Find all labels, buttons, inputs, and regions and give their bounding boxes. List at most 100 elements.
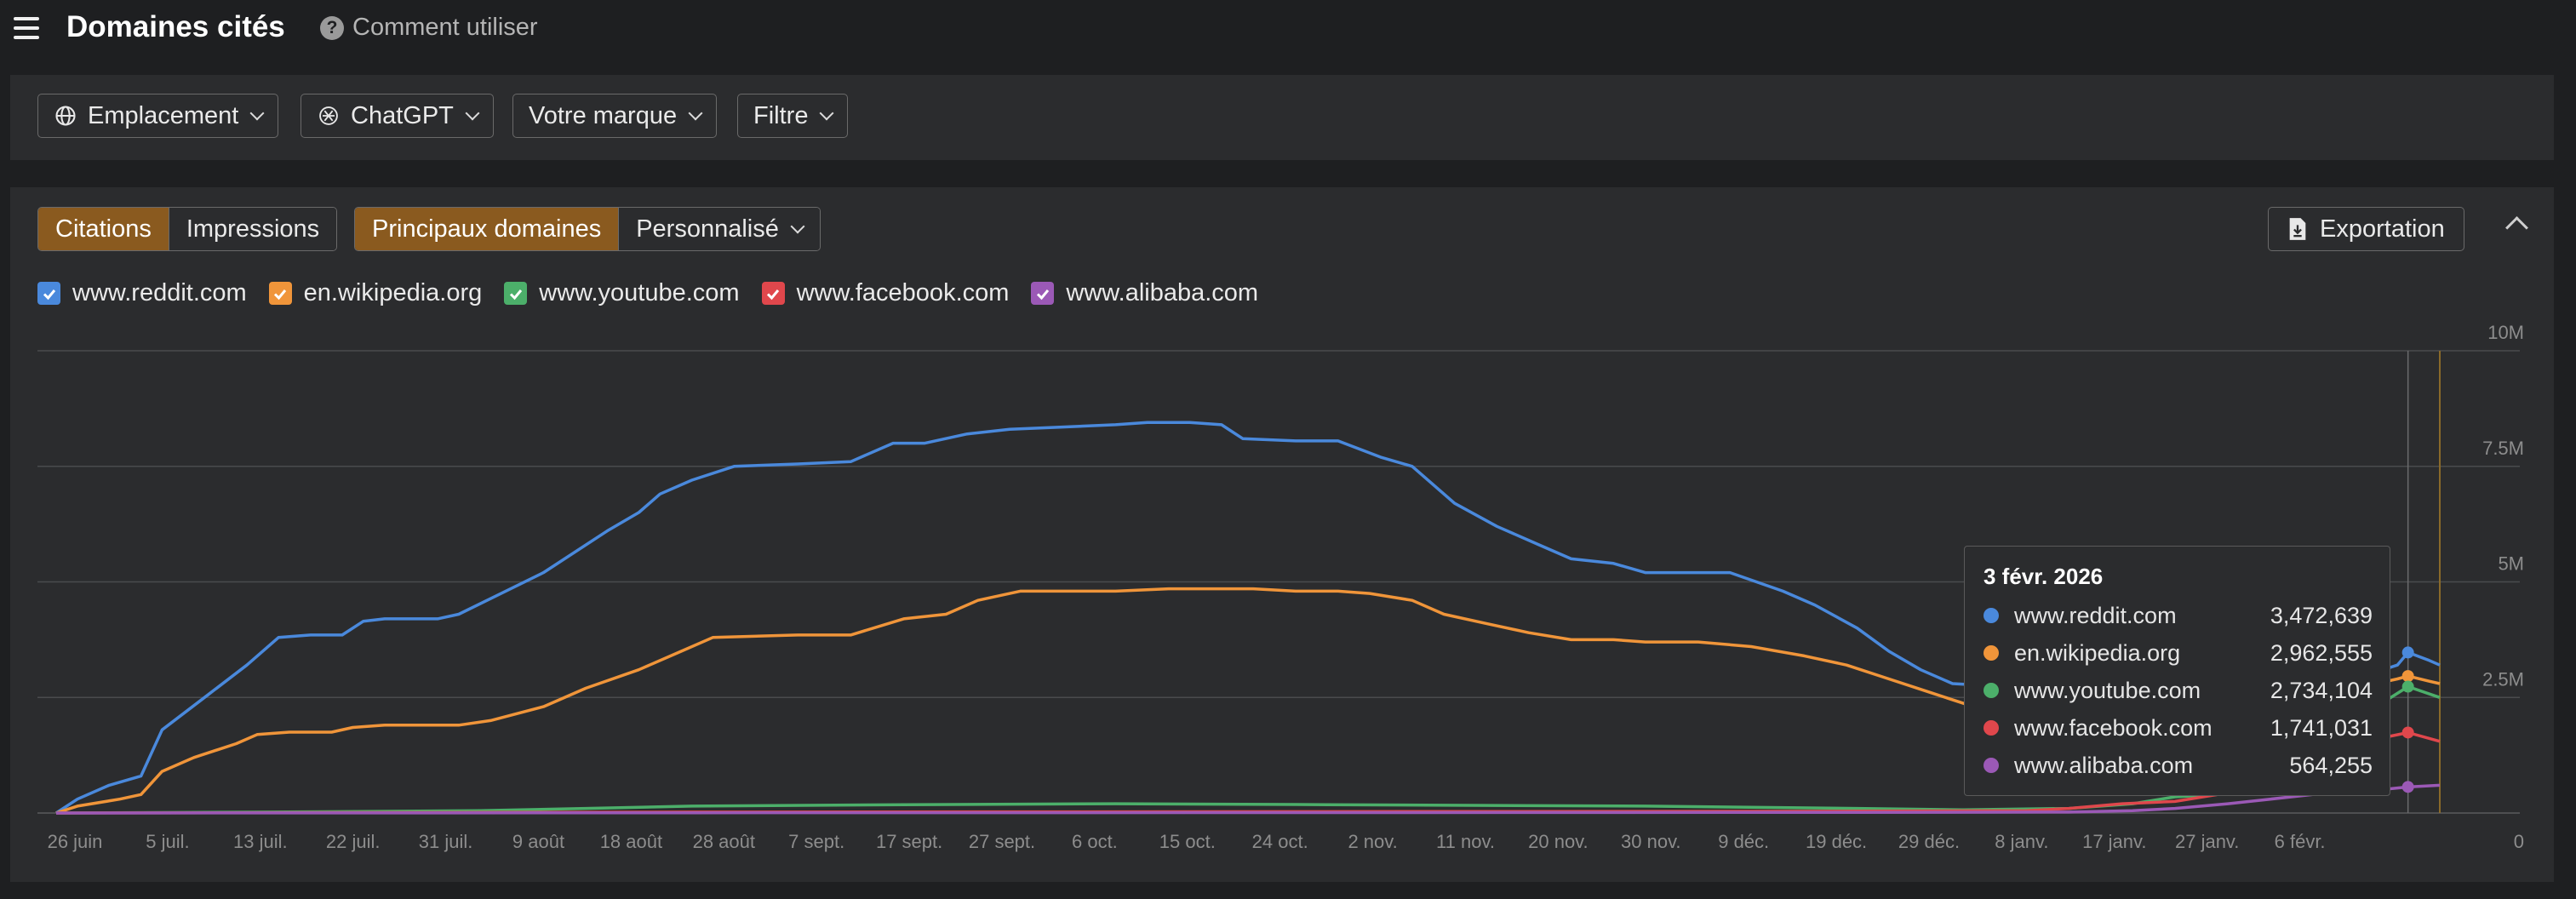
- chatgpt-icon: [319, 106, 338, 125]
- export-button[interactable]: Exportation: [2268, 207, 2464, 251]
- checkbox-icon[interactable]: [504, 282, 528, 305]
- checkbox-icon[interactable]: [1031, 282, 1055, 305]
- legend-item-alibaba[interactable]: www.alibaba.com: [1031, 279, 1258, 307]
- legend-item-wikipedia[interactable]: en.wikipedia.org: [268, 279, 483, 307]
- x-tick-label: 28 août: [693, 831, 755, 852]
- x-tick-label: 15 oct.: [1159, 831, 1216, 852]
- hover-point-0: [2401, 646, 2414, 659]
- filter-bar: Emplacement ChatGPT Votre marque Filtre: [10, 75, 2554, 160]
- checkbox-icon[interactable]: [268, 282, 292, 305]
- y-tick-label: 7.5M: [2482, 438, 2524, 459]
- series-dot-icon: [1984, 758, 1999, 773]
- tooltip-row: www.alibaba.com 564,255: [1984, 750, 2373, 781]
- x-tick-label: 2 nov.: [1348, 831, 1397, 852]
- tooltip-date: 3 févr. 2026: [1984, 564, 2104, 589]
- x-tick-label: 31 juil.: [419, 831, 473, 852]
- x-tick-label: 30 nov.: [1621, 831, 1681, 852]
- x-tick-label: 29 déc.: [1898, 831, 1960, 852]
- legend-label: www.youtube.com: [539, 279, 740, 306]
- x-tick-label: 22 juil.: [326, 831, 381, 852]
- series-dot-icon: [1984, 683, 1999, 698]
- x-tick-label: 9 août: [512, 831, 564, 852]
- x-tick-label: 17 janv.: [2082, 831, 2146, 852]
- x-tick-label: 27 janv.: [2175, 831, 2239, 852]
- filter-dropdown[interactable]: Filtre: [737, 94, 849, 138]
- x-tick-label: 20 nov.: [1528, 831, 1589, 852]
- series-dot-icon: [1984, 645, 1999, 661]
- tooltip-value: 1,741,031: [2270, 714, 2373, 741]
- legend-item-youtube[interactable]: www.youtube.com: [504, 279, 740, 307]
- hover-point-3: [2401, 726, 2414, 739]
- top-bar: Domaines cités ? Comment utiliser: [0, 0, 2576, 60]
- x-tick-label: 24 oct.: [1252, 831, 1308, 852]
- chart-tooltip: 3 févr. 2026 www.reddit.com 3,472,639 en…: [1964, 546, 2390, 796]
- custom-label: Personnalisé: [636, 215, 779, 243]
- x-tick-label: 8 janv.: [1995, 831, 2048, 852]
- brand-dropdown[interactable]: Votre marque: [512, 94, 718, 138]
- x-tick-label: 5 juil.: [146, 831, 189, 852]
- y-tick-label: 10M: [2487, 322, 2524, 343]
- tooltip-label: www.facebook.com: [2014, 714, 2212, 741]
- top-domains-tab[interactable]: Principaux domaines: [355, 208, 619, 250]
- tooltip-value: 2,734,104: [2270, 677, 2373, 703]
- tooltip-label: www.youtube.com: [2014, 677, 2201, 703]
- page-title: Domaines cités: [66, 10, 285, 43]
- legend: www.reddit.com en.wikipedia.org www.yout…: [37, 279, 1258, 307]
- x-tick-label: 7 sept.: [788, 831, 844, 852]
- view-toggle: Principaux domaines Personnalisé: [354, 207, 821, 251]
- hover-point-4: [2401, 781, 2414, 793]
- export-label: Exportation: [2320, 215, 2445, 243]
- x-tick-label: 27 sept.: [969, 831, 1035, 852]
- y-tick-label: 2.5M: [2482, 668, 2524, 690]
- filter-label: Filtre: [753, 101, 809, 129]
- impressions-tab[interactable]: Impressions: [168, 208, 337, 250]
- metric-toggle: Citations Impressions: [37, 207, 338, 251]
- tooltip-row: www.reddit.com 3,472,639: [1984, 600, 2373, 631]
- custom-dropdown[interactable]: Personnalisé: [618, 208, 820, 250]
- tooltip-row: en.wikipedia.org 2,962,555: [1984, 638, 2373, 668]
- tooltip-value: 564,255: [2289, 752, 2373, 778]
- model-label: ChatGPT: [351, 101, 454, 129]
- download-icon: [2289, 218, 2306, 240]
- checkbox-icon[interactable]: [761, 282, 785, 305]
- globe-icon: [55, 106, 76, 126]
- x-tick-label: 9 déc.: [1718, 831, 1769, 852]
- hover-point-1: [2401, 670, 2414, 683]
- series-dot-icon: [1984, 608, 1999, 623]
- hover-point-2: [2401, 680, 2414, 693]
- x-tick-label: 18 août: [600, 831, 662, 852]
- menu-icon[interactable]: [14, 17, 39, 39]
- tooltip-label: en.wikipedia.org: [2014, 639, 2181, 666]
- y-tick-label: 0: [2514, 831, 2524, 852]
- x-tick-label: 13 juil.: [233, 831, 288, 852]
- checkbox-icon[interactable]: [37, 282, 60, 305]
- brand-label: Votre marque: [529, 101, 678, 129]
- legend-item-reddit[interactable]: www.reddit.com: [37, 279, 247, 307]
- tooltip-value: 3,472,639: [2270, 602, 2373, 628]
- x-tick-label: 17 sept.: [876, 831, 942, 852]
- help-icon: ?: [320, 15, 344, 40]
- legend-label: www.reddit.com: [72, 279, 247, 306]
- legend-label: www.alibaba.com: [1066, 279, 1259, 306]
- legend-label: en.wikipedia.org: [303, 279, 483, 306]
- location-dropdown[interactable]: Emplacement: [37, 94, 279, 138]
- x-tick-label: 19 déc.: [1806, 831, 1867, 852]
- x-tick-label: 11 nov.: [1436, 831, 1495, 852]
- help-link[interactable]: ? Comment utiliser: [320, 14, 538, 42]
- tooltip-label: www.alibaba.com: [2014, 752, 2194, 778]
- citations-tab[interactable]: Citations: [38, 208, 169, 250]
- legend-label: www.facebook.com: [796, 279, 1010, 306]
- tooltip-row: www.facebook.com 1,741,031: [1984, 713, 2373, 743]
- x-tick-label: 26 juin: [48, 831, 103, 852]
- x-tick-label: 6 févr.: [2275, 831, 2326, 852]
- model-dropdown[interactable]: ChatGPT: [301, 94, 494, 138]
- help-label: Comment utiliser: [352, 14, 538, 41]
- location-label: Emplacement: [88, 101, 239, 129]
- series-dot-icon: [1984, 720, 1999, 736]
- tooltip-label: www.reddit.com: [2014, 602, 2177, 628]
- tooltip-value: 2,962,555: [2270, 639, 2373, 666]
- y-tick-label: 5M: [2498, 553, 2524, 575]
- legend-item-facebook[interactable]: www.facebook.com: [761, 279, 1010, 307]
- x-tick-label: 6 oct.: [1072, 831, 1118, 852]
